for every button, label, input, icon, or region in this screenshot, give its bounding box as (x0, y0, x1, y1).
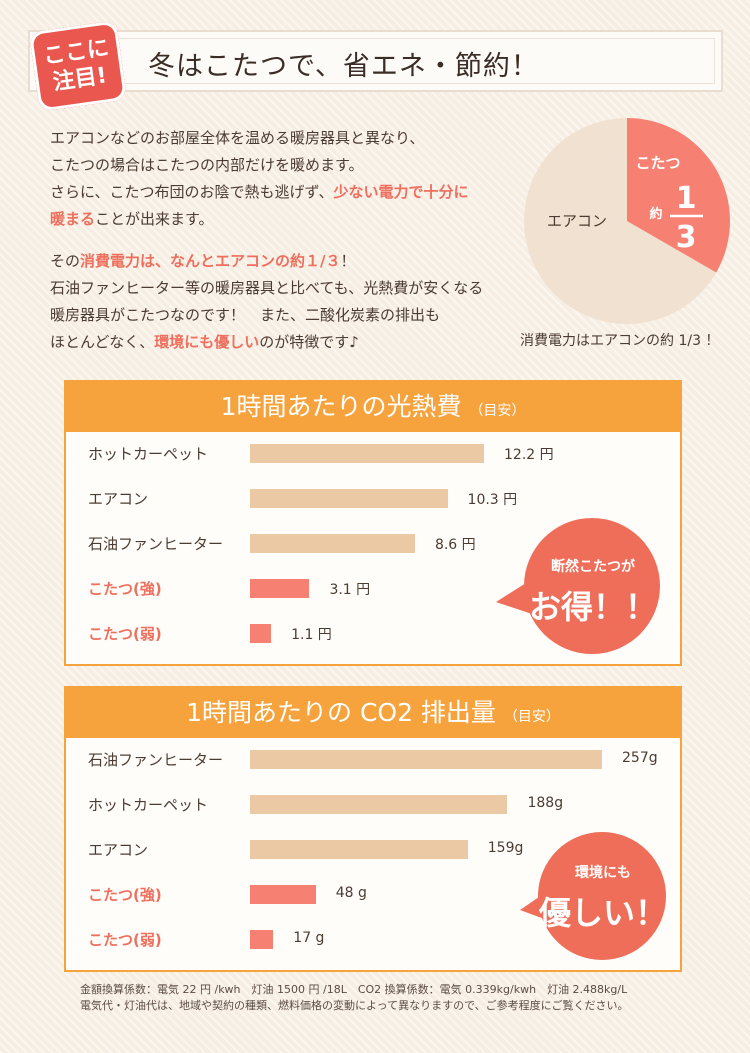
co2-value-label: 159g (487, 840, 524, 856)
co2-bar (250, 750, 602, 769)
callout-savings-line-1: 断然こたつが (551, 559, 635, 575)
cost-value-label: 10.3 円 (467, 492, 518, 508)
callout-savings-bubble (496, 518, 660, 654)
intro-line: こたつの場合はこたつの内部だけを暖めます。 (50, 152, 469, 179)
co2-category-label: こたつ(強) (88, 886, 162, 904)
intro-text: ほとんどなく、 (50, 333, 155, 351)
intro-highlight: 消費電力は、なんとエアコンの約１/３ (80, 252, 341, 270)
pie-slice-kotatsu (627, 118, 730, 273)
pie-fraction-denominator: 3 (676, 220, 697, 255)
cost-bar (250, 489, 448, 508)
callout-eco-bubble (520, 832, 666, 960)
attention-badge: ここに 注目! (28, 20, 128, 112)
intro-text: その (50, 252, 81, 270)
cost-category-label: こたつ(強) (88, 580, 162, 598)
intro-text: エアコンなどのお部屋全体を温める暖房器具と異なり、 (50, 129, 425, 147)
intro-text: 石油ファンヒーター等の暖房器具と比べても、光熱費が安くなる (50, 279, 484, 297)
intro-highlight: 環境にも優しい (154, 333, 260, 351)
co2-chart-title-main: 1時間あたりの CO2 排出量 (186, 698, 496, 727)
cost-chart-subtitle: （目安） (469, 403, 526, 419)
co2-chart-subtitle: （目安） (503, 709, 560, 725)
cost-category-label: こたつ(弱) (88, 625, 162, 643)
co2-bar (250, 885, 316, 904)
cost-bar (250, 534, 415, 553)
cost-chart-panel: 1時間あたりの光熱費 （目安） ホットカーペット 12.2 円エアコン 10.3 円… (64, 380, 682, 666)
cost-value-label: 1.1 円 (291, 627, 332, 643)
intro-text: ！ (340, 252, 356, 270)
cost-value-label: 3.1 円 (329, 582, 371, 598)
co2-category-label: 石油ファンヒーター (88, 751, 224, 769)
co2-value-label: 188g (527, 795, 564, 811)
intro-text: 暖房器具がこたつなのです！ また、二酸化炭素の排出も (50, 306, 441, 324)
callout-eco-line-2: 優しい！ (538, 894, 667, 932)
footnote-line-2: 電気代・灯油代は、地域や契約の種類、燃料価格の変動によって異なりますので、ご参考… (80, 999, 629, 1012)
power-pie-chart: エアコン こたつ 約 1 3 (524, 118, 730, 324)
intro-highlight: 少ない電力で十分に (333, 183, 469, 201)
pie-label-kotatsu: こたつ (635, 154, 680, 172)
intro-paragraph-2: その消費電力は、なんとエアコンの約１/３！ 石油ファンヒーター等の暖房器具と比べて… (50, 248, 483, 356)
footnote-line-1: 金額換算係数：電気 22 円 /kwh 灯油 1500 円 /18L CO2 換… (80, 983, 628, 996)
co2-value-label: 17 g (293, 930, 325, 946)
intro-text: ことが出来ます。 (95, 210, 214, 228)
intro-text: さらに、こたつ布団のお陰で熱も逃げず、 (50, 183, 334, 201)
cost-category-label: ホットカーペット (88, 445, 209, 463)
intro-line: 石油ファンヒーター等の暖房器具と比べても、光熱費が安くなる (50, 275, 483, 302)
cost-bar (250, 444, 484, 463)
co2-category-label: こたつ(弱) (88, 931, 162, 949)
intro-line: 暖まることが出来ます。 (50, 206, 469, 233)
intro-line: エアコンなどのお部屋全体を温める暖房器具と異なり、 (50, 125, 469, 152)
intro-line: その消費電力は、なんとエアコンの約１/３！ (50, 248, 483, 275)
callout-eco: 環境にも 優しい！ (518, 830, 668, 966)
header-bar: 冬はこたつで、省エネ・節約！ (28, 30, 723, 92)
cost-value-label: 12.2 円 (504, 447, 554, 463)
intro-line: 暖房器具がこたつなのです！ また、二酸化炭素の排出も (50, 302, 483, 329)
cost-bar (250, 579, 310, 598)
pie-label-approx: 約 (649, 206, 662, 222)
intro-line: さらに、こたつ布団のお陰で熱も逃げず、少ない電力で十分に (50, 179, 469, 206)
footnote: 金額換算係数：電気 22 円 /kwh 灯油 1500 円 /18L CO2 換… (80, 982, 628, 1014)
cost-chart-title: 1時間あたりの光熱費 （目安） (66, 382, 680, 432)
callout-savings-line-2: お得！！ (528, 588, 657, 626)
cost-value-label: 8.6 円 (434, 537, 476, 553)
co2-chart-title: 1時間あたりの CO2 排出量 （目安） (66, 688, 680, 738)
pie-fraction-numerator: 1 (676, 181, 697, 216)
co2-bar (250, 930, 274, 949)
intro-text: のが特徴です♪ (259, 333, 359, 351)
pie-label-aircon: エアコン (547, 212, 607, 230)
pie-caption: 消費電力はエアコンの約 1/3 ！ (520, 333, 720, 349)
pie-slice-aircon (524, 118, 717, 324)
page-title: 冬はこたつで、省エネ・節約！ (148, 51, 539, 82)
intro-text: こたつの場合はこたつの内部だけを暖めます。 (50, 156, 364, 174)
intro-highlight: 暖まる (50, 210, 96, 228)
cost-category-label: エアコン (88, 490, 149, 508)
co2-bar (250, 840, 468, 859)
co2-bar (250, 795, 508, 814)
callout-eco-line-1: 環境にも (575, 865, 631, 881)
cost-category-label: 石油ファンヒーター (88, 535, 224, 553)
co2-category-label: ホットカーペット (88, 796, 209, 814)
co2-category-label: エアコン (88, 841, 149, 859)
cost-bar (250, 624, 272, 643)
cost-chart-title-main: 1時間あたりの光熱費 (220, 392, 462, 421)
callout-savings: 断然こたつが お得！！ (494, 516, 664, 656)
co2-value-label: 257g (622, 750, 658, 766)
co2-value-label: 48 g (335, 885, 367, 901)
intro-paragraph-1: エアコンなどのお部屋全体を温める暖房器具と異なり、 こたつの場合はこたつの内部だけ… (50, 125, 469, 233)
intro-line: ほとんどなく、環境にも優しいのが特徴です♪ (50, 329, 483, 356)
